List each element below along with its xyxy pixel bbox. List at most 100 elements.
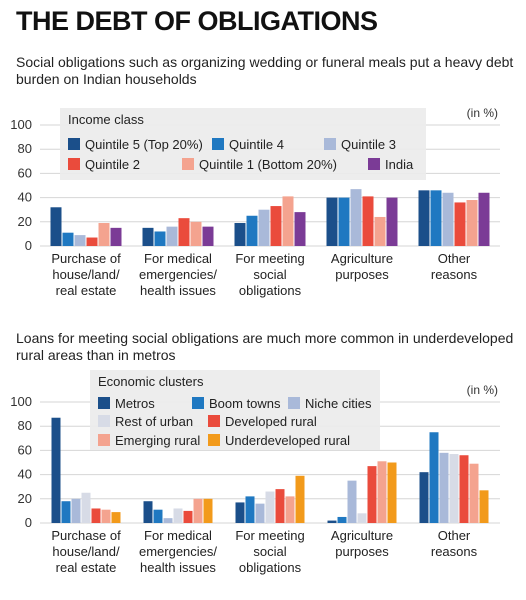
category-label: Purchase of bbox=[51, 251, 121, 266]
bar bbox=[246, 215, 258, 246]
chart1-subtitle: Social obligations such as organizing we… bbox=[16, 54, 514, 87]
category-label: Purchase of bbox=[51, 528, 121, 543]
bar bbox=[110, 227, 122, 246]
bar bbox=[295, 475, 305, 523]
bar bbox=[270, 206, 282, 246]
bar bbox=[173, 508, 183, 523]
bar bbox=[81, 492, 91, 523]
bar bbox=[61, 501, 71, 523]
bar bbox=[449, 454, 459, 523]
bar bbox=[154, 231, 166, 246]
bar bbox=[478, 192, 490, 246]
bar bbox=[338, 197, 350, 246]
legend-entry: Emerging rural bbox=[115, 433, 200, 448]
bar bbox=[357, 513, 367, 523]
category-label: For meeting bbox=[235, 251, 304, 266]
bar bbox=[51, 417, 61, 523]
bar bbox=[454, 202, 466, 246]
legend-swatch bbox=[98, 415, 110, 427]
bar bbox=[71, 498, 81, 523]
bar bbox=[142, 227, 154, 246]
y-tick-label: 0 bbox=[25, 238, 32, 253]
bar bbox=[285, 496, 295, 523]
bar bbox=[419, 472, 429, 523]
legend-box bbox=[90, 370, 380, 450]
bar bbox=[190, 221, 202, 246]
bar bbox=[469, 463, 479, 523]
bar bbox=[86, 237, 98, 246]
legend-entry: Quintile 2 bbox=[85, 157, 140, 172]
category-label: house/land/ bbox=[52, 267, 120, 282]
y-tick-label: 60 bbox=[18, 442, 32, 457]
category-label: Other bbox=[438, 528, 471, 543]
category-label: emergencies/ bbox=[139, 544, 217, 559]
bar bbox=[245, 496, 255, 523]
category-label: reasons bbox=[431, 267, 478, 282]
y-tick-label: 80 bbox=[18, 418, 32, 433]
bar bbox=[111, 512, 121, 523]
category-label: obligations bbox=[239, 283, 302, 298]
y-tick-label: 40 bbox=[18, 467, 32, 482]
category-label: obligations bbox=[239, 560, 302, 575]
bar bbox=[374, 216, 386, 246]
bar bbox=[326, 197, 338, 246]
bar bbox=[347, 480, 357, 523]
category-label: health issues bbox=[140, 560, 216, 575]
bar bbox=[202, 226, 214, 246]
bar bbox=[430, 190, 442, 246]
chart2-subtitle: Loans for meeting social obligations are… bbox=[16, 330, 514, 363]
y-tick-label: 100 bbox=[10, 394, 32, 409]
category-label: purposes bbox=[335, 544, 389, 559]
category-label: social bbox=[253, 267, 286, 282]
bar bbox=[203, 498, 213, 523]
bar bbox=[459, 455, 469, 523]
legend-swatch bbox=[368, 158, 380, 170]
category-label: For meeting bbox=[235, 528, 304, 543]
bar bbox=[337, 516, 347, 523]
category-label: reasons bbox=[431, 544, 478, 559]
legend-swatch bbox=[208, 415, 220, 427]
legend-entry: Quintile 3 bbox=[341, 137, 396, 152]
bar bbox=[429, 432, 439, 523]
bar bbox=[386, 197, 398, 246]
legend-entry: Boom towns bbox=[209, 396, 281, 411]
legend-swatch bbox=[68, 138, 80, 150]
bar bbox=[377, 461, 387, 523]
legend-box bbox=[60, 108, 426, 180]
legend-entry: Quintile 4 bbox=[229, 137, 284, 152]
legend-swatch bbox=[324, 138, 336, 150]
bar bbox=[294, 212, 306, 246]
category-label: health issues bbox=[140, 283, 216, 298]
legend-swatch bbox=[98, 434, 110, 446]
legend-swatch bbox=[288, 397, 300, 409]
bar bbox=[255, 503, 265, 523]
bar bbox=[62, 232, 74, 246]
y-tick-label: 20 bbox=[18, 214, 32, 229]
bar bbox=[442, 192, 454, 246]
legend-entry: India bbox=[385, 157, 414, 172]
category-label: Agriculture bbox=[331, 251, 393, 266]
bar bbox=[466, 200, 478, 246]
category-label: real estate bbox=[56, 560, 117, 575]
legend-swatch bbox=[192, 397, 204, 409]
category-label: Other bbox=[438, 251, 471, 266]
bar bbox=[234, 223, 246, 246]
bar bbox=[143, 501, 153, 523]
legend-title: Income class bbox=[68, 112, 144, 127]
y-tick-label: 40 bbox=[18, 190, 32, 205]
bar bbox=[439, 452, 449, 523]
y-tick-label: 20 bbox=[18, 491, 32, 506]
category-label: house/land/ bbox=[52, 544, 120, 559]
bar bbox=[91, 508, 101, 523]
category-label: emergencies/ bbox=[139, 267, 217, 282]
bar bbox=[98, 223, 110, 246]
bar bbox=[74, 235, 86, 246]
bar bbox=[50, 207, 62, 246]
bar bbox=[350, 189, 362, 246]
category-label: For medical bbox=[144, 528, 212, 543]
bar bbox=[183, 510, 193, 523]
y-tick-label: 100 bbox=[10, 117, 32, 132]
